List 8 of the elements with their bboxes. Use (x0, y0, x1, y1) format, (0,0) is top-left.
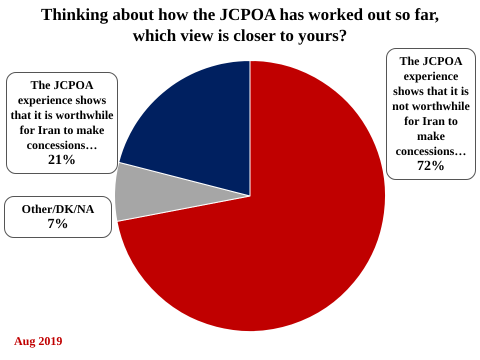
data-label: 21% (47, 153, 77, 168)
data-label: 7% (46, 217, 70, 232)
chart-title: Thinking about how the JCPOA has worked out so far, which view is closer to yours? (40, 4, 440, 46)
slice-label: The JCPOA experience shows that it is not worthwhile for Iran to make concessions… (391, 54, 471, 159)
slice-label: Other/DK/NA (20, 202, 96, 217)
slice-label: The JCPOA experience shows that it is worthwhile for Iran to make concessions… (10, 78, 114, 153)
text: Aug 2019 (14, 334, 62, 349)
data-label: 72% (416, 159, 446, 174)
